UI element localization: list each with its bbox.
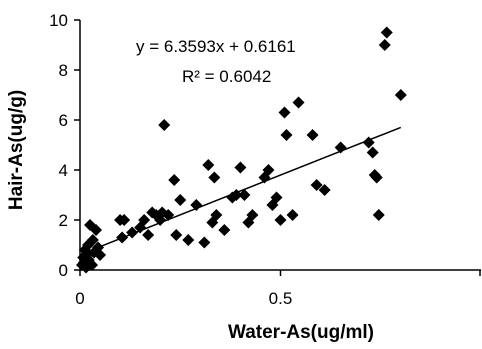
data-point xyxy=(238,189,251,201)
data-point xyxy=(86,259,99,271)
data-point xyxy=(168,174,181,186)
y-tick-label: 0 xyxy=(59,261,68,280)
trendline xyxy=(79,126,402,256)
data-point xyxy=(274,214,287,226)
data-point xyxy=(280,129,293,141)
data-points xyxy=(76,26,407,274)
data-point xyxy=(170,229,183,241)
data-point xyxy=(370,171,383,184)
y-tick-label: 10 xyxy=(49,11,68,30)
data-point xyxy=(94,249,107,261)
data-point xyxy=(182,234,195,246)
data-point xyxy=(366,146,379,159)
x-tick-label: 0 xyxy=(75,289,84,308)
data-point xyxy=(208,171,221,184)
data-point xyxy=(318,184,331,196)
data-point xyxy=(202,159,215,171)
data-point xyxy=(210,209,223,221)
data-point xyxy=(394,89,407,101)
x-axis-title: Water-As(ug/ml) xyxy=(228,322,374,343)
data-point xyxy=(174,194,187,206)
data-point xyxy=(116,231,129,244)
data-point xyxy=(138,214,151,226)
data-point xyxy=(278,106,291,119)
data-point xyxy=(218,224,231,236)
data-point xyxy=(286,209,299,221)
data-point xyxy=(306,129,319,141)
data-point xyxy=(378,39,391,51)
x-tick-label: 0.5 xyxy=(269,289,293,308)
data-point xyxy=(234,161,247,174)
data-point xyxy=(90,224,103,236)
data-point xyxy=(230,189,243,201)
data-point xyxy=(86,234,99,246)
data-point xyxy=(162,209,175,221)
data-point xyxy=(292,96,305,109)
y-tick-label: 4 xyxy=(59,161,68,180)
data-point xyxy=(198,236,211,249)
data-point xyxy=(158,119,171,131)
data-point xyxy=(310,179,323,191)
data-point xyxy=(126,226,139,239)
y-tick-group: 0 2 4 6 8 10 xyxy=(49,11,80,280)
data-point xyxy=(380,26,393,39)
y-tick-label: 8 xyxy=(59,61,68,80)
data-point xyxy=(246,209,259,221)
x-tick-group: 0 0.5 xyxy=(75,270,481,308)
data-point xyxy=(334,141,347,154)
data-point xyxy=(118,214,131,226)
data-point xyxy=(142,229,155,241)
y-tick-label: 6 xyxy=(59,111,68,130)
y-tick-label: 2 xyxy=(59,211,68,230)
data-point xyxy=(270,191,283,204)
data-point xyxy=(372,209,385,221)
r-squared-label: R² = 0.6042 xyxy=(182,67,271,86)
equation-label: y = 6.3593x + 0.6161 xyxy=(136,37,296,56)
y-axis-title: Hair-As(ug/g) xyxy=(6,90,27,210)
data-point xyxy=(190,199,203,211)
data-point xyxy=(262,164,275,176)
data-point xyxy=(362,136,375,149)
